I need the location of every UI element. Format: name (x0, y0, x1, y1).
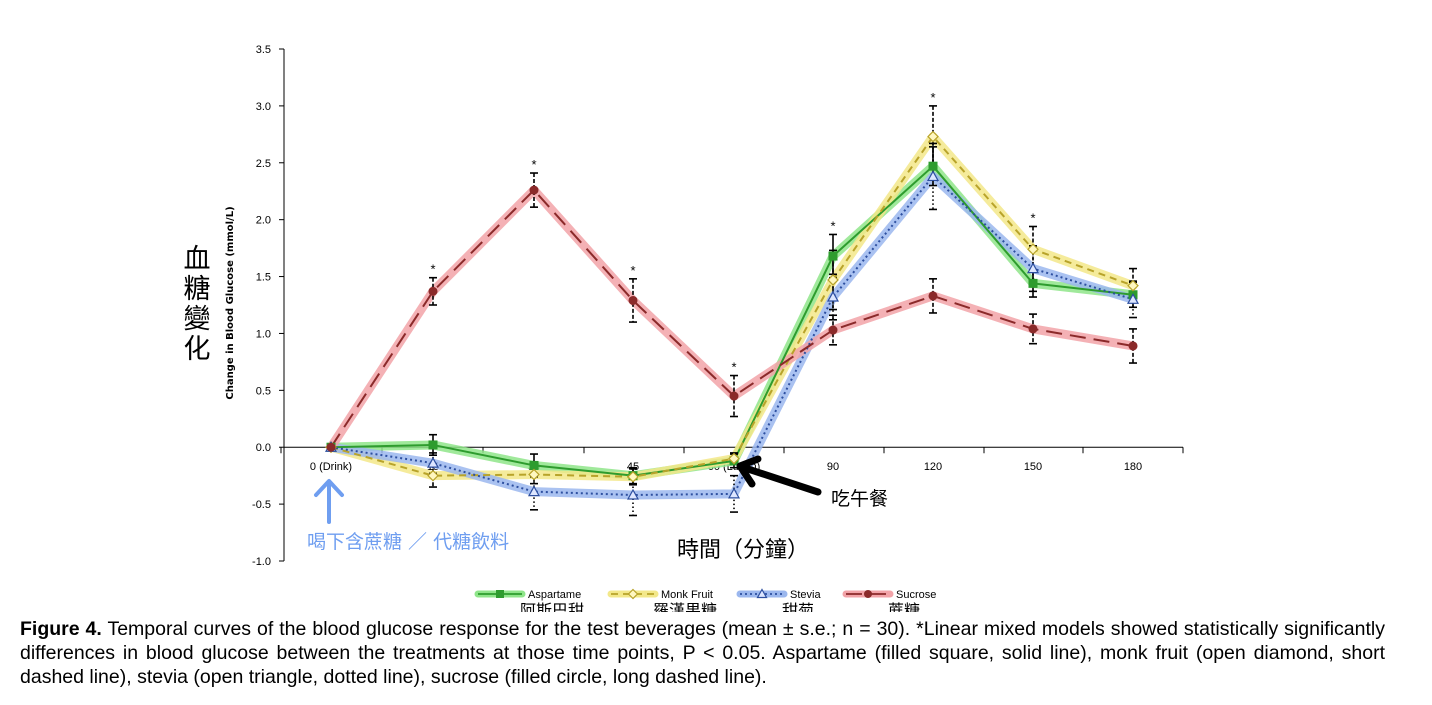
data-point-aspartame (428, 440, 438, 450)
significance-star: * (430, 262, 435, 277)
legend-label: Aspartame (528, 589, 581, 601)
y-label-cn-char: 變 (184, 304, 211, 335)
data-point-sucrose (928, 291, 938, 301)
data-point-stevia (426, 456, 440, 468)
y-tick-label: 3.5 (256, 44, 271, 56)
legend-label-cn: 甜菊 (782, 601, 814, 612)
lunch-arrow-icon (736, 455, 822, 496)
y-tick-label: 1.0 (256, 328, 271, 340)
drink-annotation: 喝下含蔗糖 ／ 代糖飲料 (307, 531, 509, 553)
y-tick-label: 2.0 (256, 215, 271, 227)
legend-label: Stevia (790, 589, 821, 601)
legend-marker (756, 588, 768, 599)
marks-group: * * * * * * * (324, 90, 1140, 517)
y-label-cn-char: 血 (184, 244, 211, 275)
significance-star: * (731, 360, 736, 375)
y-tick-label: -1.0 (252, 556, 271, 568)
significance-star: * (930, 90, 935, 105)
series-line-monk-fruit (330, 135, 1134, 478)
y-axis-label: Change in Blood Glucose (mmol/L) (225, 206, 236, 399)
legend-label-cn: 阿斯巴甜 (520, 601, 584, 612)
legend-label-cn: 羅漢果糖 (653, 601, 717, 612)
data-point-sucrose (1028, 324, 1038, 334)
data-point-stevia (1026, 262, 1040, 274)
data-point-sucrose (1128, 341, 1138, 351)
data-point-stevia (1126, 293, 1140, 304)
legend-label: Sucrose (896, 589, 936, 601)
x-tick-label: 0 (Drink) (310, 461, 352, 473)
significance-star: * (531, 157, 536, 172)
data-point-stevia (826, 290, 840, 302)
significance-star: * (830, 218, 835, 233)
legend-label-cn: 蔗糖 (888, 601, 920, 612)
glucose-chart: -1.0 -0.5 0.0 0.5 1.0 1.5 2.0 2.5 3.0 3.5 0 (Drink… (184, 44, 1184, 612)
data-point-stevia (926, 170, 940, 182)
data-point-stevia (626, 488, 640, 500)
lunch-annotation: 吃午餐 (831, 488, 888, 510)
data-point-monk-fruit (827, 274, 839, 286)
data-point-stevia (727, 487, 741, 499)
y-tick-label: 3.0 (256, 101, 271, 113)
data-point-aspartame (928, 161, 938, 171)
y-label-cn-char: 化 (184, 334, 211, 365)
data-point-monk-fruit (627, 470, 639, 483)
data-point-monk-fruit (1127, 279, 1139, 292)
legend-label: Monk Fruit (661, 589, 713, 601)
y-label-cn-char: 糖 (184, 274, 211, 305)
data-point-sucrose (428, 286, 438, 296)
data-point-monk-fruit (728, 452, 740, 465)
legend-marker (864, 590, 872, 598)
data-point-aspartame (1028, 278, 1038, 288)
data-point-sucrose (529, 185, 539, 195)
y-tick-label: -0.5 (252, 499, 271, 511)
axes-group: -1.0 -0.5 0.0 0.5 1.0 1.5 2.0 2.5 3.0 3.5 0 (Drink… (252, 44, 1184, 568)
x-axis-label-cn: 時間（分鐘） (677, 538, 809, 563)
data-point-aspartame (529, 460, 539, 470)
y-tick-label: 2.5 (256, 158, 271, 170)
y-tick-label: 0.0 (256, 442, 271, 454)
x-tick-label: 120 (924, 461, 942, 473)
data-point-monk-fruit (1027, 243, 1039, 256)
significance-star: * (1030, 210, 1035, 225)
data-point-monk-fruit (528, 468, 540, 481)
data-point-stevia (527, 485, 541, 497)
figure-caption: Figure 4. Temporal curves of the blood g… (20, 617, 1385, 689)
x-tick-label: 180 (1124, 461, 1142, 473)
y-axis-label-cn: 血糖變化 (184, 244, 211, 365)
data-point-aspartame (828, 251, 838, 261)
data-point-monk-fruit (427, 469, 439, 482)
series-line-stevia (330, 175, 1134, 497)
series-halo-monk-fruit (326, 132, 1138, 482)
series-group (326, 132, 1138, 500)
y-tick-label: 0.5 (256, 385, 271, 397)
x-tick-label: 150 (1024, 461, 1042, 473)
data-point-sucrose (729, 391, 739, 401)
significance-star: * (630, 263, 635, 278)
data-point-sucrose (828, 325, 838, 335)
legend-marker (627, 588, 639, 600)
x-tick-label: 90 (827, 461, 839, 473)
data-point-sucrose (326, 442, 336, 452)
caption-label: Figure 4. (20, 618, 102, 640)
y-tick-label: 1.5 (256, 272, 271, 284)
data-point-monk-fruit (927, 130, 939, 143)
data-point-sucrose (628, 295, 638, 305)
caption-text: Temporal curves of the blood glucose res… (20, 618, 1385, 688)
legend-marker (496, 590, 504, 598)
drink-arrow-icon (314, 479, 344, 524)
